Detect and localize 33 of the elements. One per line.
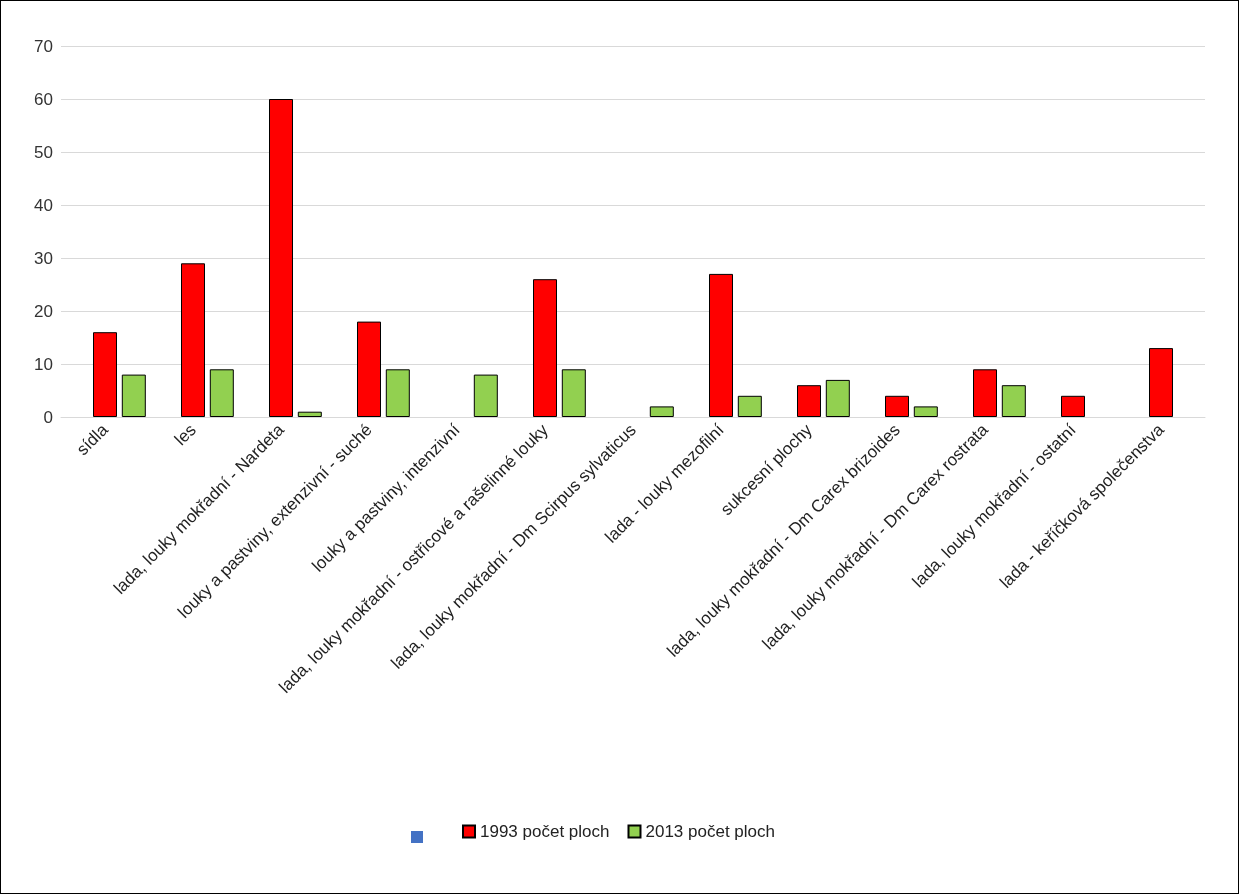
y-tick-label: 50 xyxy=(34,142,53,162)
bar xyxy=(973,369,997,417)
x-tick-label: les xyxy=(170,420,200,450)
bar xyxy=(297,411,322,417)
bar xyxy=(1149,348,1173,417)
y-tick-label: 20 xyxy=(34,301,53,321)
bar xyxy=(181,263,205,417)
bar xyxy=(385,369,410,417)
bar xyxy=(269,99,293,417)
bar xyxy=(737,395,762,417)
bar xyxy=(1001,385,1026,417)
bar xyxy=(913,406,938,417)
bar xyxy=(209,369,234,417)
legend-label: 2013 počet ploch xyxy=(645,822,775,841)
bar xyxy=(797,385,821,417)
y-tick-label: 30 xyxy=(34,248,53,268)
y-tick-label: 60 xyxy=(34,89,53,109)
y-tick-label: 0 xyxy=(43,407,53,427)
bar xyxy=(885,395,909,417)
bar xyxy=(473,374,498,417)
bar xyxy=(825,379,850,417)
bar xyxy=(93,332,117,417)
y-tick-label: 10 xyxy=(34,354,53,374)
bar xyxy=(1061,395,1085,417)
y-tick-label: 70 xyxy=(34,36,53,56)
bar xyxy=(121,374,146,417)
bar xyxy=(533,279,557,417)
y-tick-label: 40 xyxy=(34,195,53,215)
legend-label: 1993 počet ploch xyxy=(480,822,610,841)
bar xyxy=(709,273,733,417)
bar xyxy=(561,369,586,417)
bar xyxy=(357,321,381,417)
bar xyxy=(649,406,674,417)
